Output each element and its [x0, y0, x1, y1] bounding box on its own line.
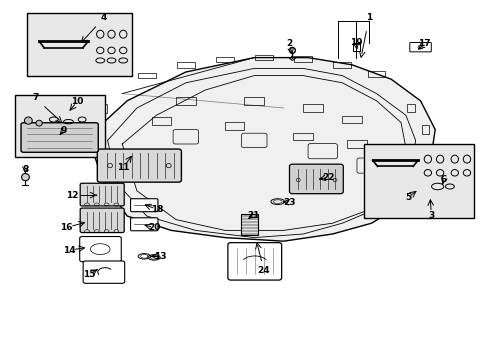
Text: 8: 8 — [22, 165, 28, 174]
Bar — [346, 140, 366, 148]
FancyBboxPatch shape — [80, 208, 124, 233]
Text: 2: 2 — [286, 40, 292, 49]
Text: 6: 6 — [440, 175, 446, 184]
Bar — [27, 13, 132, 76]
Bar — [224, 122, 244, 130]
FancyBboxPatch shape — [130, 199, 158, 212]
Bar — [244, 97, 264, 105]
FancyBboxPatch shape — [80, 237, 121, 262]
Text: 16: 16 — [60, 223, 72, 232]
Ellipse shape — [36, 120, 42, 126]
Bar — [176, 97, 195, 105]
Text: 4: 4 — [100, 13, 107, 22]
Bar — [177, 62, 194, 68]
Text: 1: 1 — [366, 13, 371, 22]
Polygon shape — [88, 58, 434, 241]
Bar — [421, 150, 428, 159]
Text: 14: 14 — [63, 246, 76, 255]
Text: 23: 23 — [283, 198, 295, 207]
Text: 12: 12 — [66, 191, 79, 199]
Bar — [216, 57, 233, 62]
Bar — [352, 43, 359, 51]
FancyBboxPatch shape — [289, 164, 343, 194]
Bar — [138, 73, 155, 78]
Text: 9: 9 — [60, 126, 67, 135]
Bar — [294, 56, 311, 62]
Ellipse shape — [21, 174, 29, 181]
FancyBboxPatch shape — [80, 183, 124, 206]
Bar — [303, 104, 322, 112]
Bar — [333, 62, 350, 68]
Bar — [293, 133, 312, 140]
Bar — [371, 155, 390, 162]
Bar — [15, 95, 105, 157]
Text: 10: 10 — [71, 97, 83, 106]
Text: 17: 17 — [417, 40, 430, 49]
Bar — [367, 71, 385, 77]
Text: 7: 7 — [32, 94, 39, 102]
Bar — [342, 116, 361, 123]
Text: 5: 5 — [405, 193, 410, 202]
FancyBboxPatch shape — [227, 243, 281, 280]
Bar — [364, 144, 473, 218]
Text: 19: 19 — [349, 38, 362, 47]
Text: 18: 18 — [151, 205, 163, 214]
Bar — [99, 104, 106, 113]
Text: 15: 15 — [82, 270, 95, 279]
Text: 20: 20 — [147, 223, 160, 232]
Bar — [240, 214, 257, 235]
Text: 3: 3 — [427, 211, 433, 220]
FancyBboxPatch shape — [130, 218, 158, 231]
Ellipse shape — [24, 117, 32, 124]
FancyBboxPatch shape — [97, 149, 181, 182]
Bar — [151, 117, 171, 125]
FancyBboxPatch shape — [83, 261, 124, 283]
Text: 13: 13 — [154, 252, 166, 261]
Bar — [255, 55, 272, 60]
Bar — [94, 129, 102, 138]
Text: 24: 24 — [257, 266, 270, 275]
Bar — [406, 104, 414, 112]
Text: 11: 11 — [117, 163, 129, 172]
Text: 22: 22 — [322, 173, 334, 181]
Bar — [421, 125, 428, 134]
Text: 21: 21 — [246, 211, 259, 220]
FancyBboxPatch shape — [21, 123, 98, 152]
